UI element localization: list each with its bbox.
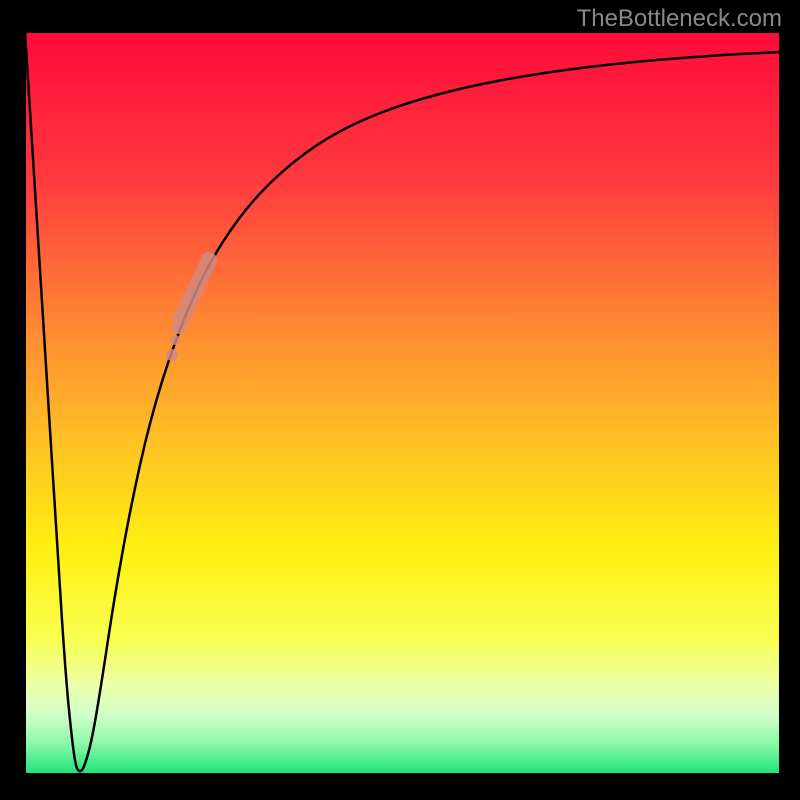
plot-background (25, 32, 780, 774)
highlight-marker (166, 349, 178, 361)
watermark-text: TheBottleneck.com (577, 5, 782, 33)
highlight-marker (170, 335, 180, 345)
